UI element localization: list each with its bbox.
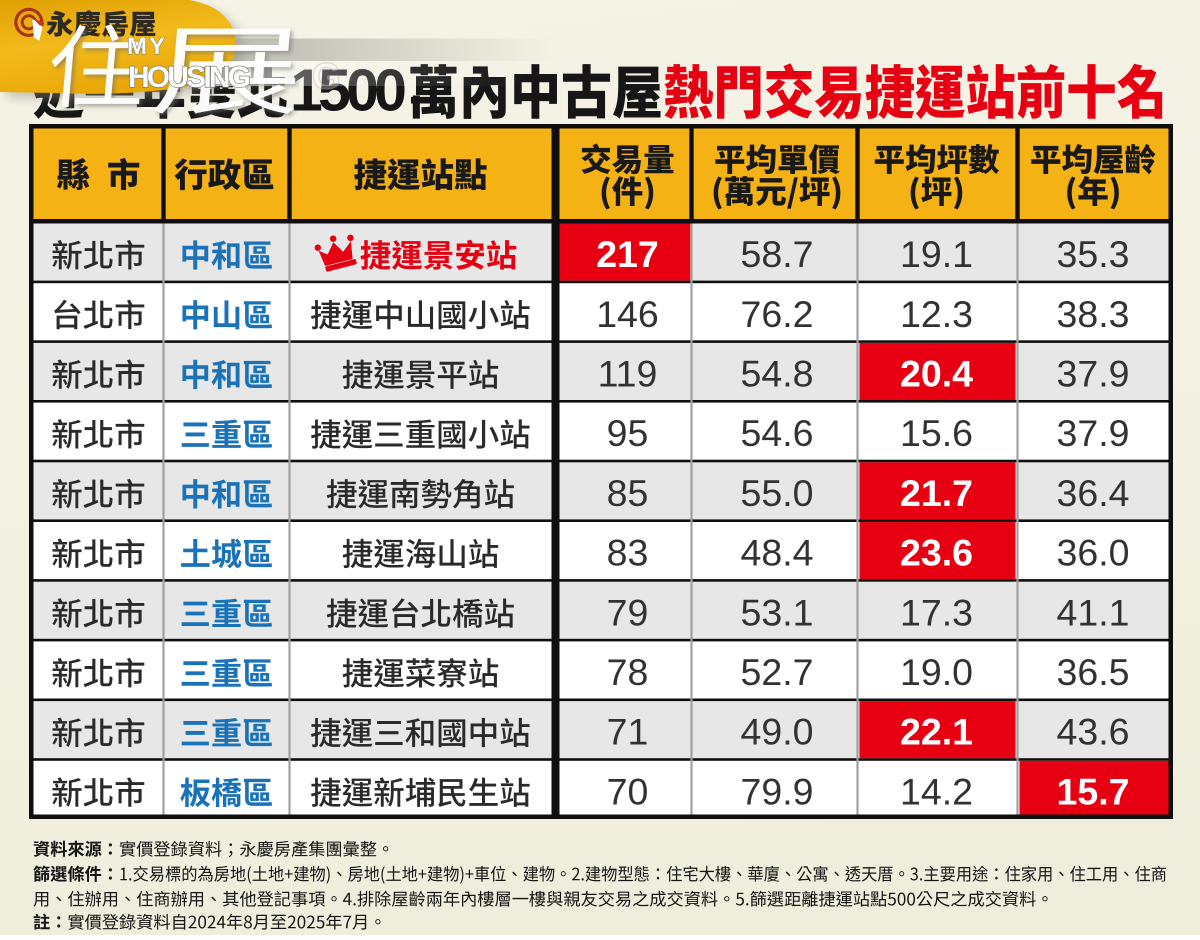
svg-text:54.6: 54.6	[741, 412, 814, 454]
svg-text:43.6: 43.6	[1057, 711, 1130, 753]
svg-text:36.4: 36.4	[1057, 472, 1130, 514]
svg-text:78: 78	[607, 651, 649, 693]
svg-text:37.9: 37.9	[1057, 353, 1130, 395]
svg-text:MY: MY	[127, 33, 167, 60]
svg-text:95: 95	[607, 412, 649, 454]
svg-text:36.5: 36.5	[1057, 651, 1130, 693]
svg-text:79.9: 79.9	[741, 770, 814, 812]
svg-text:HOUSING: HOUSING	[128, 61, 251, 94]
svg-text:53.1: 53.1	[741, 591, 814, 633]
svg-text:17.3: 17.3	[900, 591, 973, 633]
svg-text:15.7: 15.7	[1057, 770, 1130, 812]
svg-text:49.0: 49.0	[741, 711, 814, 753]
svg-text:58.7: 58.7	[741, 233, 814, 275]
svg-text:19.0: 19.0	[900, 651, 973, 693]
svg-text:70: 70	[607, 770, 649, 812]
svg-text:119: 119	[598, 353, 658, 395]
svg-text:76.2: 76.2	[741, 293, 814, 335]
svg-text:41.1: 41.1	[1057, 591, 1130, 633]
svg-text:20.4: 20.4	[900, 353, 973, 395]
svg-text:35.3: 35.3	[1057, 233, 1130, 275]
svg-text:38.3: 38.3	[1057, 293, 1130, 335]
svg-text:55.0: 55.0	[741, 472, 814, 514]
svg-text:71: 71	[607, 711, 649, 753]
svg-text:85: 85	[607, 472, 649, 514]
svg-text:36.0: 36.0	[1057, 532, 1130, 574]
svg-text:14.2: 14.2	[900, 770, 973, 812]
svg-text:83: 83	[607, 532, 649, 574]
svg-text:48.4: 48.4	[741, 532, 814, 574]
svg-text:12.3: 12.3	[900, 293, 973, 335]
svg-text:79: 79	[607, 591, 649, 633]
svg-text:217: 217	[596, 233, 659, 275]
svg-text:19.1: 19.1	[900, 233, 973, 275]
svg-text:22.1: 22.1	[900, 711, 973, 753]
svg-text:15.6: 15.6	[900, 412, 973, 454]
svg-text:54.8: 54.8	[741, 353, 814, 395]
svg-text:G: G	[312, 56, 341, 97]
svg-text:23.6: 23.6	[900, 532, 973, 574]
svg-text:52.7: 52.7	[741, 651, 814, 693]
svg-text:37.9: 37.9	[1057, 412, 1130, 454]
svg-text:21.7: 21.7	[900, 472, 973, 514]
svg-text:146: 146	[596, 293, 659, 335]
